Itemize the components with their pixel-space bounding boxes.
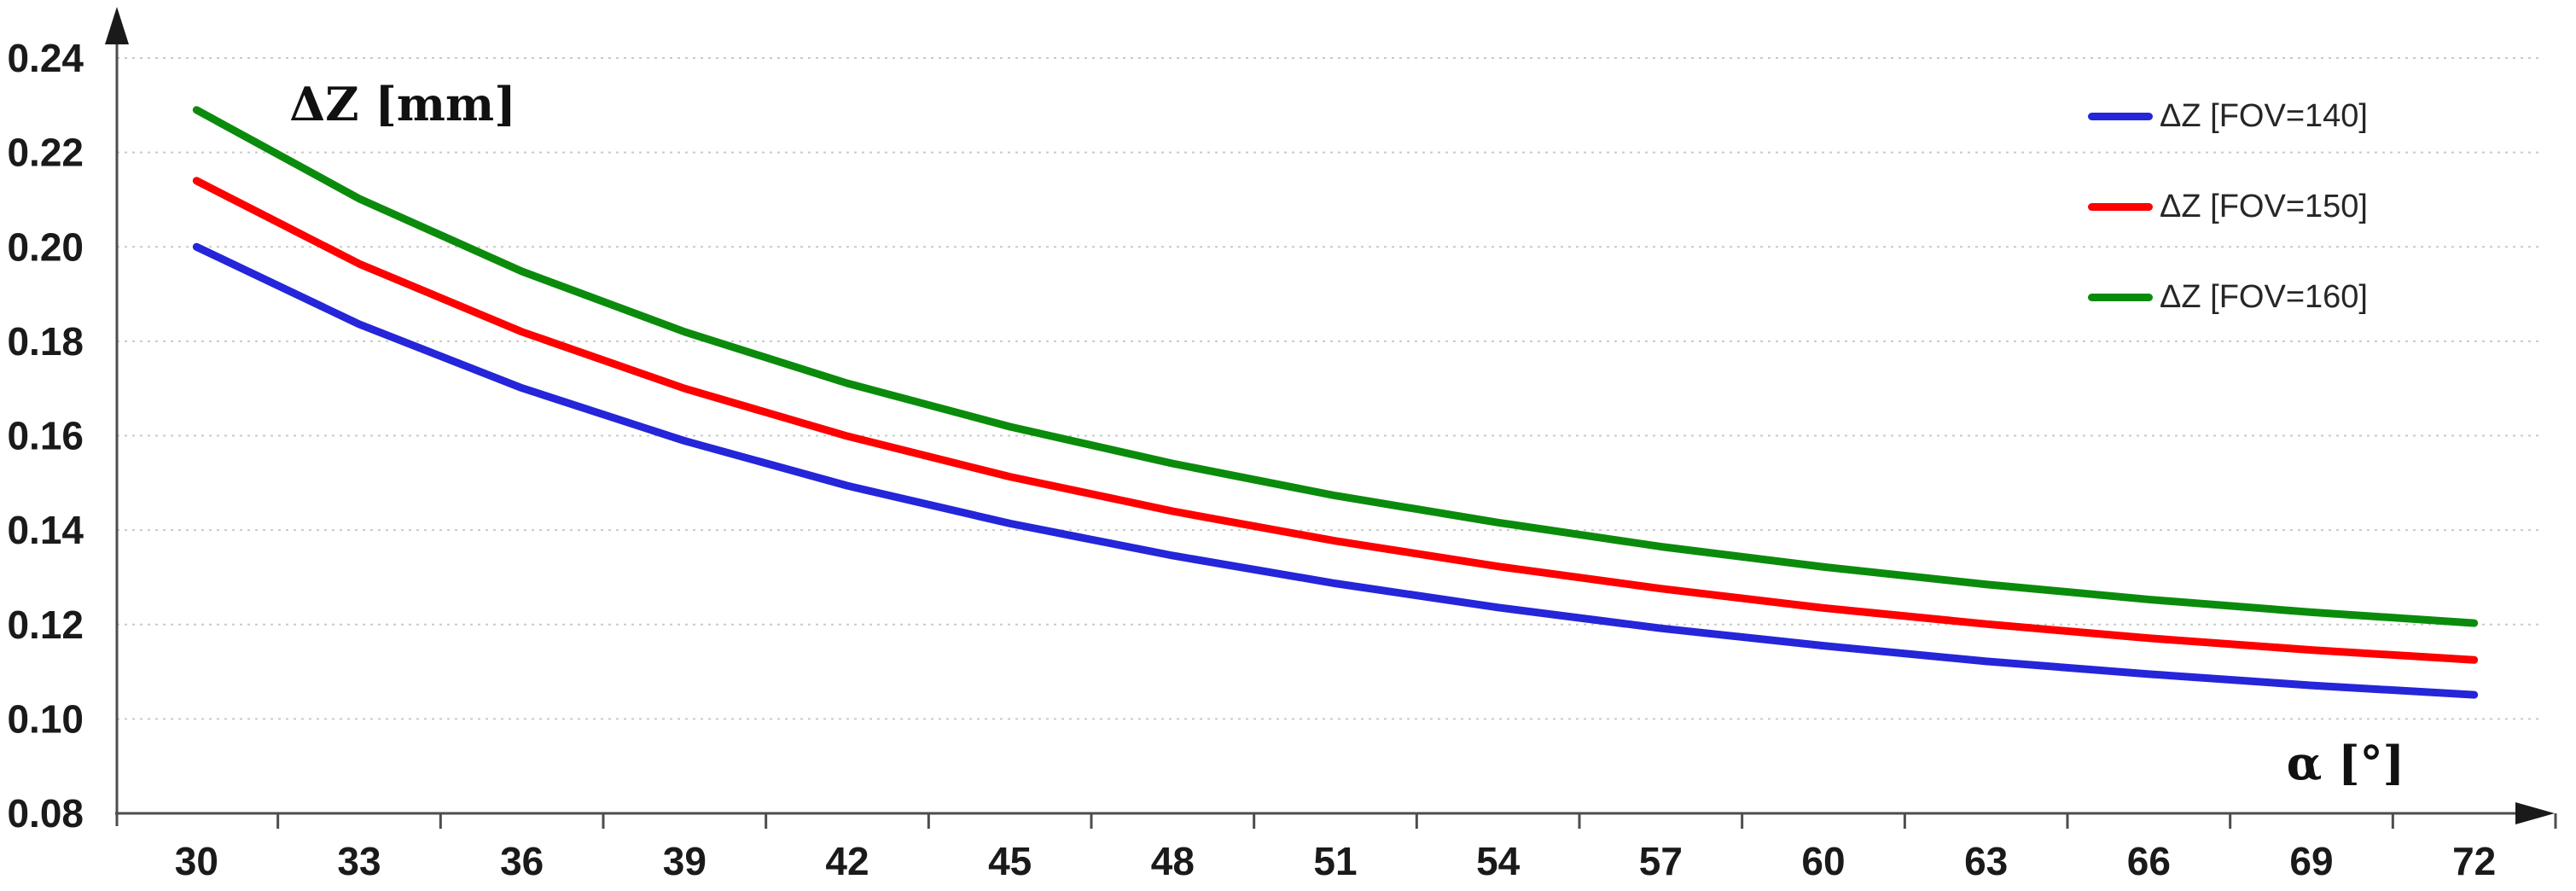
y-tick-label: 0.08 <box>7 791 84 836</box>
curve-fov140 <box>192 242 2479 699</box>
x-axis-title: α [°] <box>2286 736 2405 790</box>
x-tick-label: 48 <box>1151 839 1195 883</box>
x-tick-label: 69 <box>2289 839 2333 883</box>
y-tick-label: 0.16 <box>7 414 84 458</box>
x-tick-label: 54 <box>1476 839 1521 883</box>
legend-label-fov160: ΔZ [FOV=160] <box>2160 278 2368 315</box>
y-axis-arrowhead-icon <box>105 7 129 44</box>
curve-fov150 <box>192 177 2479 664</box>
y-axis-title: ΔZ [mm] <box>289 77 516 131</box>
legend-line-fov140-icon <box>2088 112 2153 120</box>
x-tick-label: 57 <box>1639 839 1683 883</box>
x-tick-label: 63 <box>1964 839 2008 883</box>
y-tick-label: 0.24 <box>7 36 84 80</box>
legend-item-fov150: ΔZ [FOV=150] <box>2088 161 2368 252</box>
x-tick-label: 45 <box>988 839 1032 883</box>
x-tick-label: 33 <box>337 839 381 883</box>
curve-fov160 <box>192 106 2479 627</box>
legend-label-fov150: ΔZ [FOV=150] <box>2160 188 2368 224</box>
x-tick-label: 42 <box>825 839 869 883</box>
legend-label-fov140: ΔZ [FOV=140] <box>2160 97 2368 134</box>
x-tick-label: 51 <box>1313 839 1357 883</box>
legend-item-fov140: ΔZ [FOV=140] <box>2088 71 2368 161</box>
y-tick-label: 0.22 <box>7 131 84 175</box>
x-tick-label: 66 <box>2127 839 2171 883</box>
x-tick-label: 36 <box>500 839 544 883</box>
x-tick-label: 72 <box>2452 839 2496 883</box>
legend: ΔZ [FOV=140] ΔZ [FOV=150] ΔZ [FOV=160] <box>2088 71 2368 342</box>
y-tick-label: 0.10 <box>7 696 84 741</box>
x-tick-label: 60 <box>1801 839 1845 883</box>
y-tick-label: 0.18 <box>7 319 84 364</box>
legend-line-fov150-icon <box>2088 202 2153 211</box>
x-tick-label: 30 <box>175 839 218 883</box>
legend-line-fov160-icon <box>2088 293 2153 301</box>
x-axis-arrowhead-icon <box>2515 802 2555 824</box>
y-tick-label: 0.20 <box>7 224 84 269</box>
x-tick-label: 39 <box>663 839 707 883</box>
y-tick-label: 0.12 <box>7 603 84 647</box>
legend-item-fov160: ΔZ [FOV=160] <box>2088 252 2368 342</box>
y-tick-label: 0.14 <box>7 508 84 552</box>
